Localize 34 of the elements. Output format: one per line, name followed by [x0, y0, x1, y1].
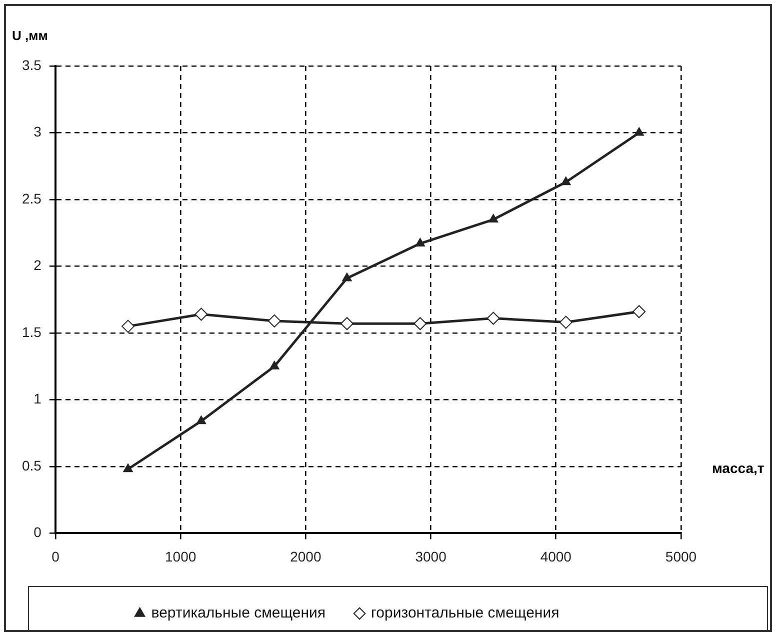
x-tick-label: 5000	[665, 548, 697, 564]
y-tick-label: 2.5	[22, 190, 42, 206]
point	[340, 317, 354, 330]
y-axis-title: U ,мм	[12, 28, 48, 43]
point	[342, 272, 352, 282]
point	[559, 316, 572, 329]
point	[634, 127, 644, 136]
point	[123, 464, 133, 472]
point	[194, 308, 208, 321]
point	[270, 360, 280, 370]
point	[488, 214, 498, 223]
legend-label: горизонтальные смещения	[371, 604, 560, 622]
legend-label: вертикальные смещения	[151, 604, 326, 622]
point	[415, 238, 425, 247]
y-tick-label: 3	[34, 124, 42, 140]
point	[414, 317, 427, 330]
point	[122, 320, 135, 333]
x-tick-label: 3000	[415, 548, 447, 564]
x-tick-label: 0	[52, 548, 60, 564]
y-tick-label: 3.5	[22, 56, 42, 73]
point	[486, 312, 500, 325]
y-tick-label: 0.5	[22, 457, 42, 474]
y-tick-label: 2	[34, 257, 42, 274]
x-tick-label: 2000	[290, 548, 322, 564]
point	[196, 416, 206, 424]
x-tick-label: 4000	[540, 548, 572, 564]
point	[268, 314, 281, 328]
point	[561, 176, 571, 186]
x-axis-title: масса,т	[712, 460, 764, 476]
point	[632, 305, 646, 318]
y-tick-label: 1.5	[22, 324, 42, 340]
x-tick-label: 1000	[164, 548, 196, 564]
y-tick-label: 0	[34, 524, 42, 540]
y-tick-label: 1	[34, 390, 42, 407]
